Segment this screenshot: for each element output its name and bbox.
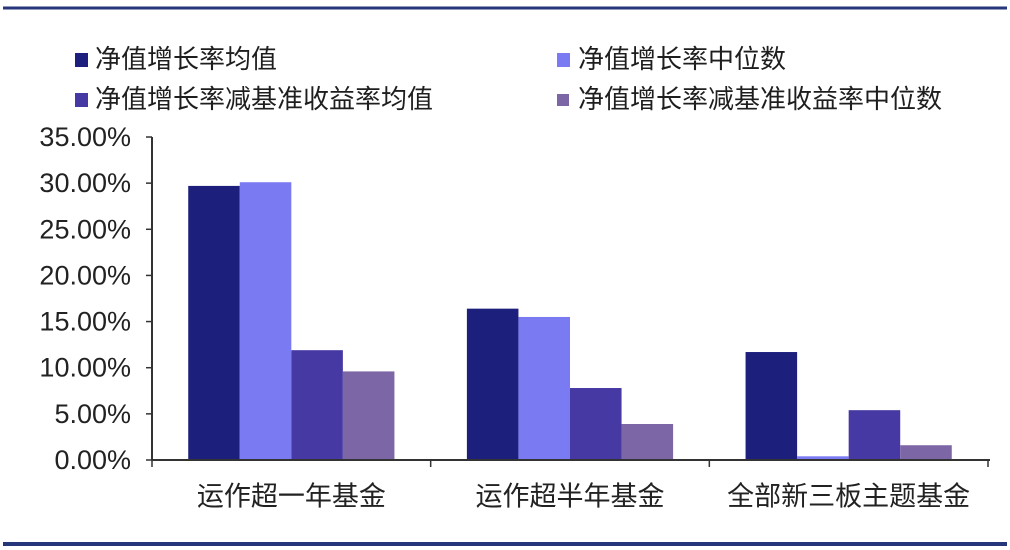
y-tick-label: 15.00% xyxy=(39,307,131,337)
legend-item: 净值增长率减基准收益率均值 xyxy=(75,85,433,115)
y-ticks: 0.00% 5.00% 10.00% 15.00% 20.00% 25.00% 30.00%… xyxy=(39,122,152,475)
y-tick-label: 10.00% xyxy=(39,353,131,383)
legend-item: 净值增长率均值 xyxy=(75,45,277,75)
bar-series-1-category-1 xyxy=(188,185,240,460)
x-tick-label: 运作超半年基金 xyxy=(476,482,665,513)
plot-bars xyxy=(188,182,952,460)
legend-label: 净值增长率中位数 xyxy=(578,45,786,75)
y-tick-label: 0.00% xyxy=(54,445,131,475)
legend-swatch xyxy=(75,53,88,67)
x-tick-label: 全部新三板主题基金 xyxy=(727,482,970,513)
bar-series-4-category-3 xyxy=(900,445,952,460)
y-tick-label: 25.00% xyxy=(39,214,131,244)
legend-label: 净值增长率减基准收益率均值 xyxy=(95,85,433,115)
bar-series-4-category-1 xyxy=(342,371,395,460)
bar-series-3-category-2 xyxy=(570,388,622,460)
bar-series-3-category-1 xyxy=(291,350,343,460)
bar-series-2-category-3 xyxy=(797,456,849,460)
legend: 净值增长率均值 净值增长率中位数 净值增长率减基准收益率均值 净值增长率减基准收… xyxy=(75,45,942,115)
bar-series-2-category-1 xyxy=(239,182,292,460)
legend-label: 净值增长率均值 xyxy=(95,45,277,75)
y-tick-label: 20.00% xyxy=(39,260,131,290)
legend-swatch xyxy=(557,94,569,106)
bar-series-3-category-3 xyxy=(848,410,901,460)
legend-item: 净值增长率中位数 xyxy=(557,45,786,75)
y-tick-label: 5.00% xyxy=(54,399,131,429)
bar-series-1-category-3 xyxy=(745,352,798,460)
y-tick-label: 35.00% xyxy=(39,122,131,152)
x-tick-label: 运作超一年基金 xyxy=(197,482,386,513)
bar-series-2-category-2 xyxy=(518,316,570,460)
bar-series-1-category-2 xyxy=(466,308,519,460)
x-ticks: 运作超一年基金 运作超半年基金 全部新三板主题基金 xyxy=(151,460,989,513)
legend-swatch xyxy=(557,53,570,67)
legend-swatch xyxy=(75,93,88,107)
y-tick-label: 30.00% xyxy=(39,168,131,198)
y-axis: 0.00% 5.00% 10.00% 15.00% 20.00% 25.00% 30.00%… xyxy=(39,122,153,475)
legend-item: 净值增长率减基准收益率中位数 xyxy=(557,85,942,115)
bar-series-4-category-2 xyxy=(621,424,674,460)
x-axis: 运作超一年基金 运作超半年基金 全部新三板主题基金 xyxy=(151,459,990,513)
legend-label: 净值增长率减基准收益率中位数 xyxy=(578,85,942,115)
